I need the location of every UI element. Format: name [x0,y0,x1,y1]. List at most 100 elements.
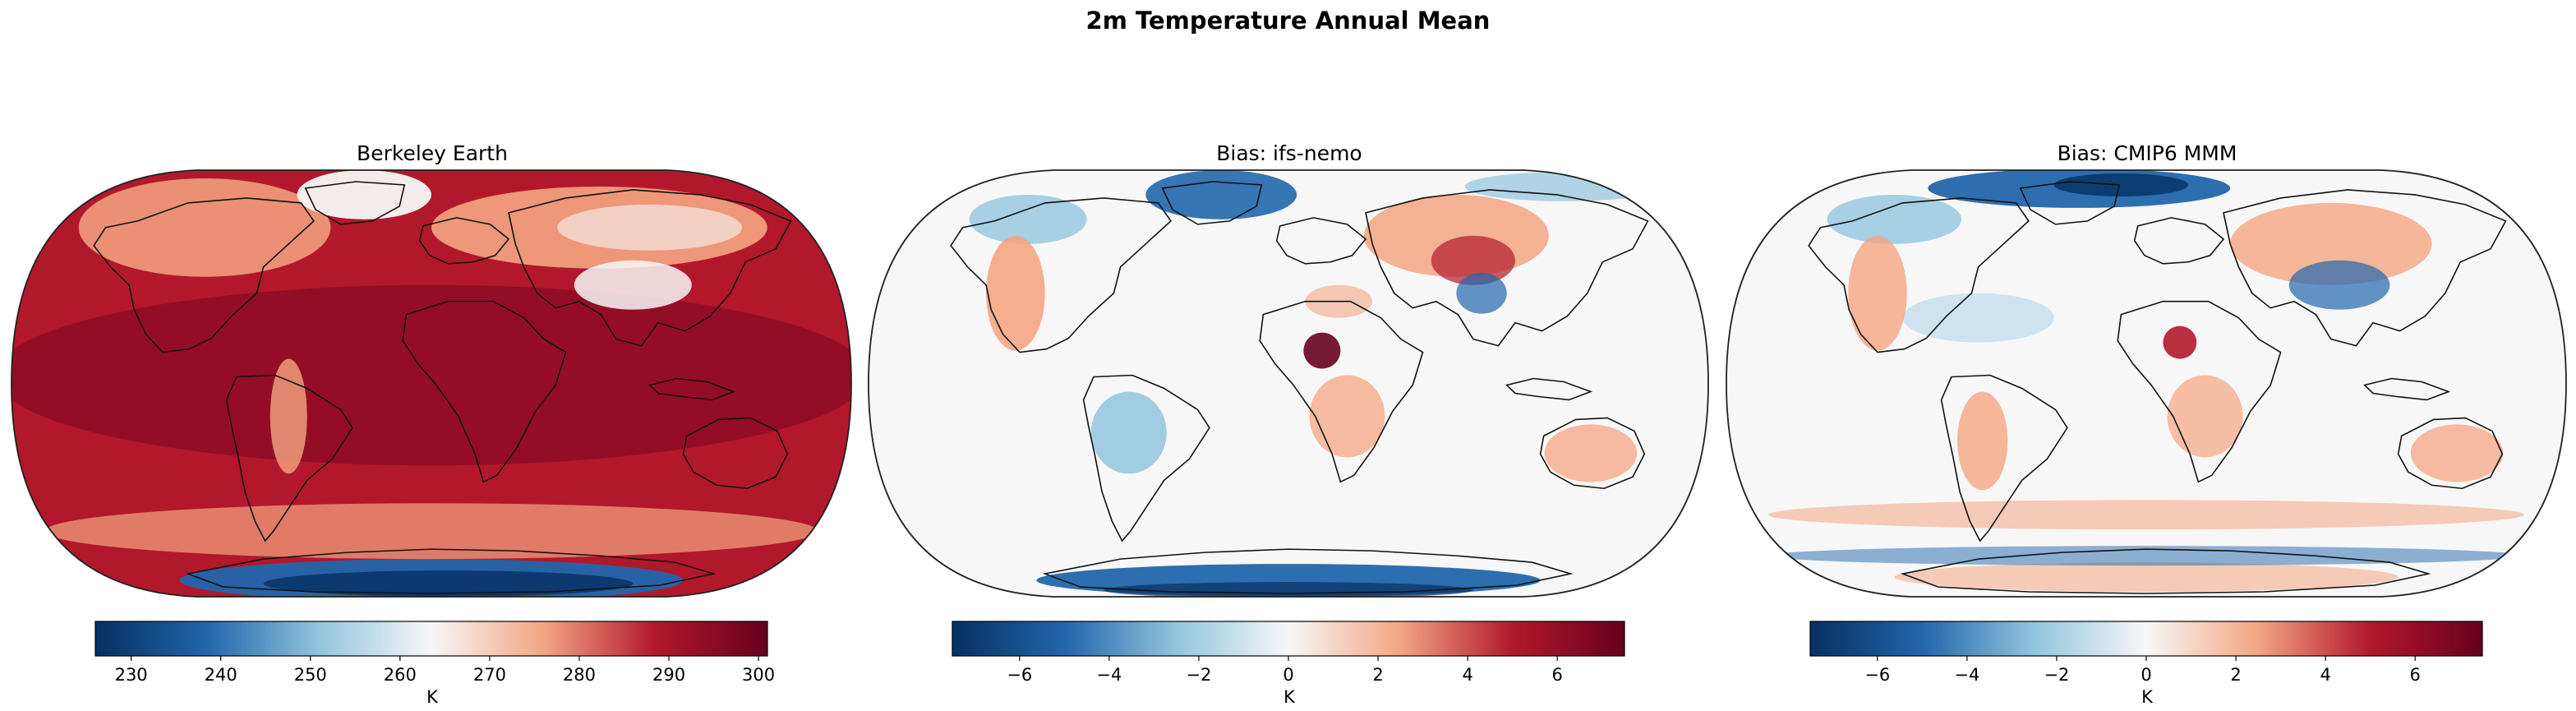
coastline-northAmerica [93,197,315,353]
colorbar-tick-label: 230 [114,665,148,685]
coastline-asia [508,189,792,347]
anomaly-region [1827,194,1962,244]
colorbar-tick-label: −4 [1954,665,1980,685]
anomaly-region [2053,173,2189,196]
map-frame [1726,169,2567,598]
colorbar-tick-label: 2 [1372,665,1384,685]
colorbar-label-berkeley: K [426,687,438,707]
colorbar-tick-label: −2 [2044,665,2070,685]
coastline-europe [2133,217,2225,265]
coastline-greenland [304,181,406,225]
coastline-indonesia [648,377,736,401]
anomaly-region [297,170,431,219]
coastline-antarctica [1042,548,1574,594]
anomaly-region [44,503,818,560]
coastline-africa [2117,300,2282,483]
colorbar-tick-label: 2 [2230,665,2242,685]
anomaly-region [1902,293,2054,343]
anomaly-region [12,252,851,499]
anomaly-region [986,235,1045,351]
anomaly-region [969,194,1087,244]
coastline-australia [682,417,789,490]
anomaly-region [1104,582,1473,597]
anomaly-region [1090,391,1167,474]
anomaly-region [1768,500,2524,530]
anomaly-region [2163,325,2197,359]
coastline-indonesia [1505,377,1593,401]
anomaly-region [1957,391,2008,491]
coastline-australia [2397,417,2504,490]
coastline-antarctica [185,548,717,594]
coastline-europe [418,217,510,265]
coastline-greenland [2019,181,2121,225]
coastline-asia [2223,189,2507,347]
colorbar-tick-label: 4 [2320,665,2331,685]
anomaly-region [1431,235,1515,285]
anomaly-region [1303,332,1341,369]
colorbar-tick-label: 280 [562,665,596,685]
colorbar-2 [1809,621,2483,657]
figure-title: 2m Temperature Annual Mean [1085,7,1491,35]
anomaly-region [2230,202,2432,285]
anomaly-region [1768,546,2524,566]
colorbar-tick-label: 0 [2141,665,2152,685]
panel-title-ifs-nemo: Bias: ifs-nemo [1216,141,1362,165]
colorbar-tick-label: −6 [1864,665,1891,685]
anomaly-region [1848,235,1907,351]
anomaly-region [557,204,743,251]
map-field-0 [12,170,851,597]
anomaly-region [1309,375,1385,458]
map-field-2 [1726,170,2566,597]
colorbar-tick-label: 240 [204,665,237,685]
anomaly-region [2167,375,2243,458]
colorbar-tick-label: 300 [742,665,776,685]
colorbar-1 [952,621,1625,657]
coastline-antarctica [1900,548,2431,594]
coastline-australia [1539,417,1646,490]
anomaly-region [869,202,1708,565]
colorbar-tick-label: 6 [1551,665,1563,685]
colorbar-tick-label: −6 [1007,665,1033,685]
colorbar-0 [94,621,768,657]
coastline-indonesia [2363,377,2451,401]
colorbar-tick-label: −2 [1186,665,1212,685]
coastline-southAmerica [225,374,353,542]
panel-title-berkeley: Berkeley Earth [357,141,508,165]
colorbar-tick-label: 260 [383,665,417,685]
anomaly-region [574,260,692,310]
anomaly-region [1544,424,1638,482]
anomaly-region [1145,170,1297,219]
anomaly-region [263,570,634,597]
colorbar-tick-label: 4 [1462,665,1473,685]
anomaly-region [1456,272,1507,314]
anomaly-region [2288,260,2390,310]
map-frame [868,169,1709,598]
colorbar-tick-label: 250 [293,665,327,685]
colorbar-tick-label: 270 [472,665,506,685]
coastline-africa [1259,300,1424,483]
colorbar-tick-label: 0 [1283,665,1294,685]
coastlines [93,181,792,594]
colorbar-tick-label: 290 [652,665,686,685]
panel-title-cmip6: Bias: CMIP6 MMM [2057,141,2237,165]
colorbar-label-cmip6: K [2141,687,2153,707]
anomaly-region [270,358,307,474]
colorbar-tick-label: 6 [2409,665,2421,685]
coastline-greenland [1161,181,1263,225]
map-frame [11,169,852,598]
coastline-southAmerica [1082,374,1210,542]
coastline-southAmerica [1940,374,2068,542]
coastline-europe [1275,217,1367,265]
coastline-northAmerica [950,197,1172,353]
colorbar-tick-label: −4 [1096,665,1122,685]
anomaly-region [2410,424,2504,482]
coastlines [1808,181,2507,594]
coastline-asia [1365,189,1649,347]
coastline-africa [402,300,567,483]
map-field-1 [869,170,1708,597]
colorbar-label-ifs-nemo: K [1283,687,1295,707]
coastline-northAmerica [1808,197,2030,353]
anomaly-region [78,178,331,277]
